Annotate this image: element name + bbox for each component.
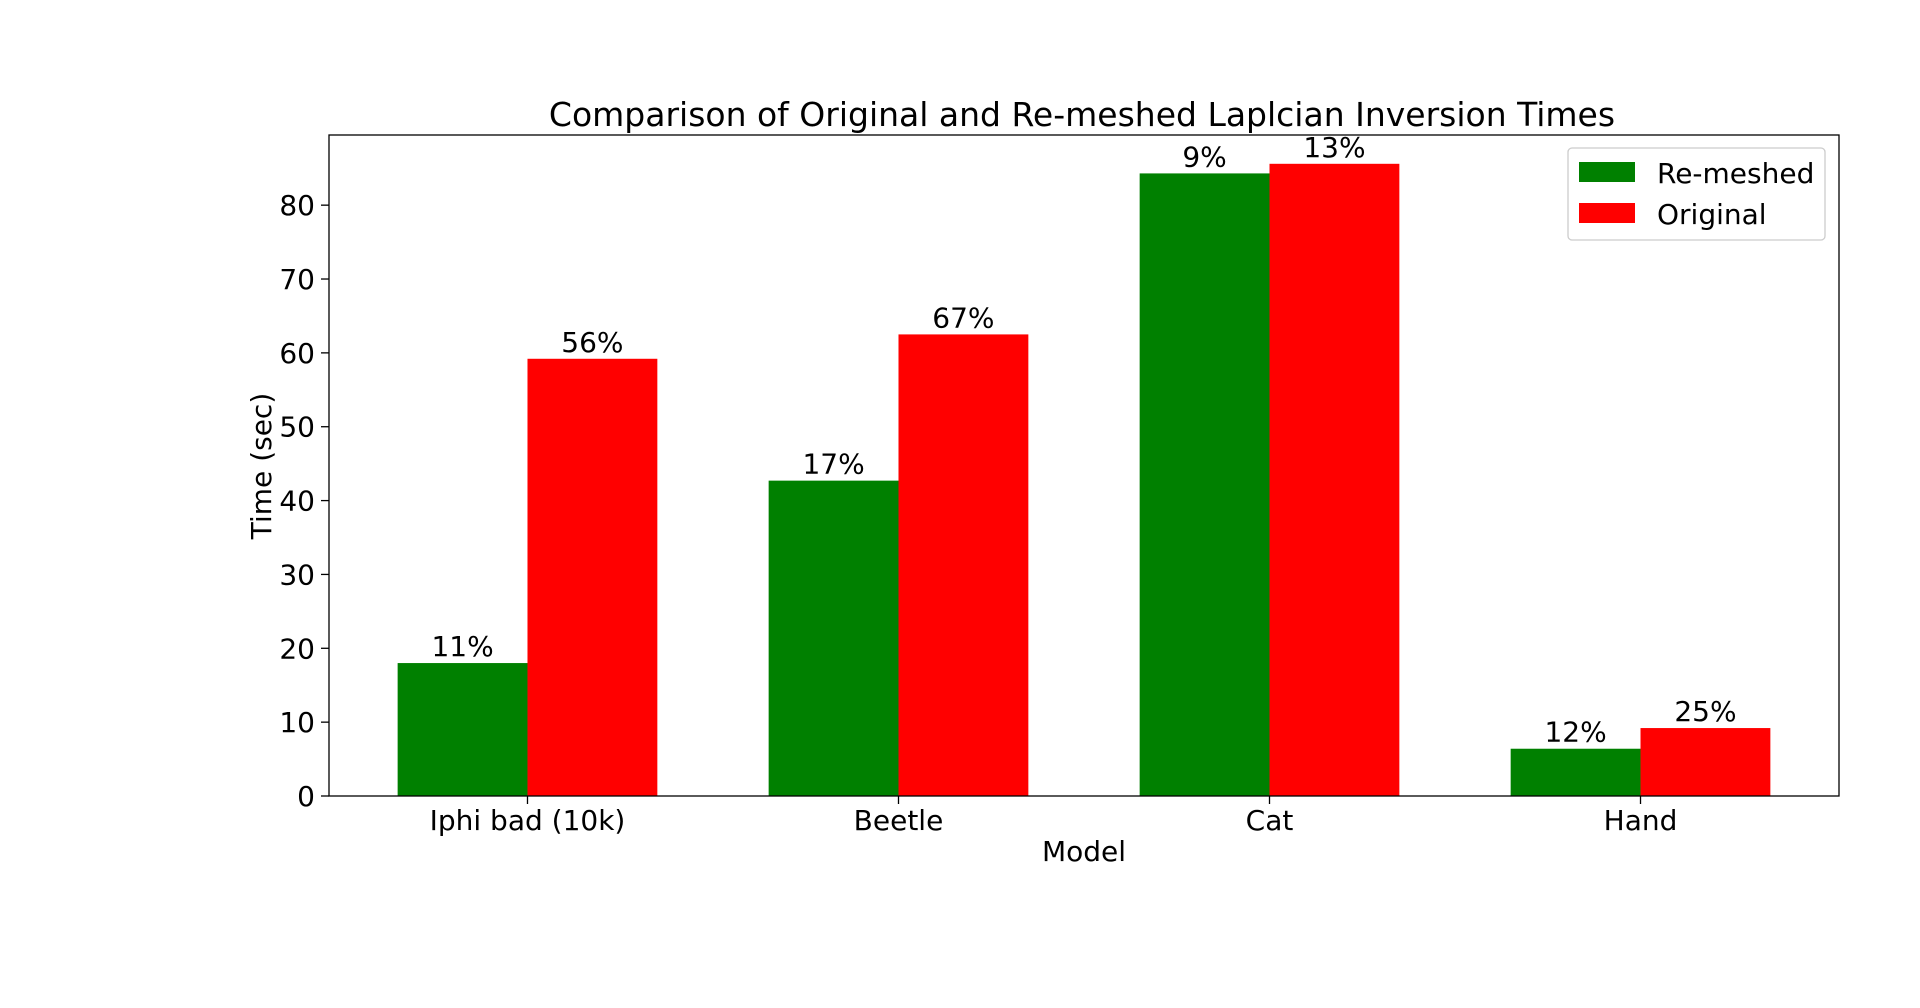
y-tick-label: 60 [279,337,315,370]
y-axis: 0 10 20 30 40 50 60 70 80 [279,189,329,813]
bars-layer [397,163,1771,796]
bar-original-4 [1640,728,1771,796]
x-tick-label: Beetle [854,804,944,837]
bar-labels-layer: 11% 17% 9% 12% 56% 67% 13% 25% [431,131,1736,749]
y-tick-label: 80 [279,189,315,222]
x-tick-label: Hand [1604,804,1678,837]
legend: Re-meshed Original [1567,147,1826,241]
x-tick-label: Cat [1246,804,1294,837]
bar-label-re-meshed-2: 17% [802,448,864,481]
y-tick-label: 0 [297,780,315,813]
bar-original-3 [1269,163,1400,796]
bar-label-original-3: 13% [1303,131,1365,164]
y-tick-label: 70 [279,263,315,296]
y-tick-label: 20 [279,632,315,665]
bar-re-meshed-1 [397,663,528,796]
y-tick-label: 40 [279,485,315,518]
x-axis-label: Model [1042,835,1126,868]
bar-label-re-meshed-1: 11% [431,630,493,663]
bar-label-re-meshed-3: 9% [1182,140,1226,173]
bar-label-original-2: 67% [932,301,994,334]
bar-original-2 [898,334,1029,796]
legend-swatch-re-meshed [1579,162,1635,182]
bar-label-original-1: 56% [561,326,623,359]
legend-label-re-meshed: Re-meshed [1657,157,1814,190]
legend-label-original: Original [1657,198,1767,231]
y-tick-label: 30 [279,558,315,591]
bar-original-1 [527,358,658,796]
x-axis: Iphi bad (10k) Beetle Cat Hand [430,796,1678,837]
y-tick-label: 10 [279,706,315,739]
y-axis-label: Time (sec) [245,393,278,540]
bar-re-meshed-3 [1139,173,1270,796]
bar-label-re-meshed-4: 12% [1544,716,1606,749]
chart-title: Comparison of Original and Re-meshed Lap… [549,95,1615,134]
bar-re-meshed-4 [1510,748,1641,796]
bar-label-original-4: 25% [1674,695,1736,728]
bar-re-meshed-2 [768,480,899,796]
legend-swatch-original [1579,203,1635,223]
x-tick-label: Iphi bad (10k) [430,804,626,837]
y-tick-label: 50 [279,411,315,444]
plot-area-frame [328,134,1840,797]
